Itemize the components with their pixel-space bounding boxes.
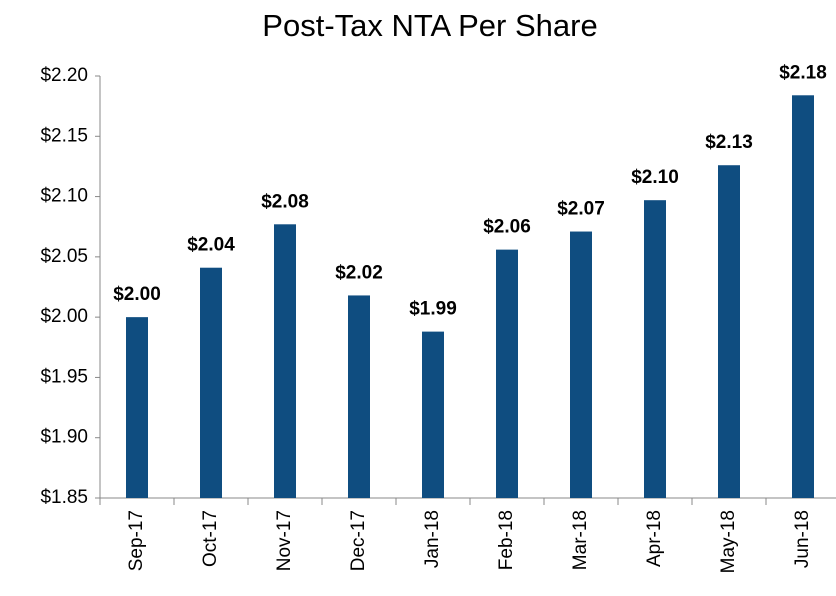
bar [792, 95, 814, 498]
bar [200, 267, 222, 498]
data-label: $2.00 [113, 284, 161, 305]
data-label: $2.02 [335, 262, 383, 283]
bar [274, 224, 296, 498]
bar [348, 295, 370, 498]
data-label: $2.08 [261, 191, 309, 212]
x-tick-label: Feb-18 [496, 510, 517, 570]
x-tick-label: Jan-18 [422, 510, 443, 568]
x-tick-label: Dec-17 [348, 510, 369, 571]
bar [422, 331, 444, 498]
data-label: $2.07 [557, 199, 605, 220]
chart-title: Post-Tax NTA Per Share [262, 8, 597, 43]
y-tick-label: $1.85 [40, 487, 88, 508]
y-tick-label: $2.20 [40, 65, 88, 86]
y-tick-label: $2.00 [40, 306, 88, 327]
bar [718, 165, 740, 499]
bar [570, 231, 592, 498]
data-label: $2.18 [779, 62, 827, 83]
x-tick-label: Sep-17 [126, 510, 147, 571]
data-label: $2.06 [483, 217, 531, 238]
x-tick-label: Jun-18 [792, 510, 813, 568]
data-label: $2.13 [705, 132, 753, 153]
data-label: $2.10 [631, 167, 679, 188]
x-tick-label: Apr-18 [644, 510, 665, 567]
bar [644, 200, 666, 498]
bar [126, 317, 148, 498]
x-tick-label: Mar-18 [570, 510, 591, 570]
data-label: $1.99 [409, 299, 457, 320]
y-tick-label: $1.95 [40, 366, 88, 387]
y-tick-label: $2.05 [40, 246, 88, 267]
bar [496, 249, 518, 498]
x-tick-label: May-18 [718, 510, 739, 573]
y-tick-label: $2.15 [40, 125, 88, 146]
y-tick-label: $2.10 [40, 186, 88, 207]
y-tick-label: $1.90 [40, 427, 88, 448]
x-tick-label: Nov-17 [274, 510, 295, 571]
x-tick-label: Oct-17 [200, 510, 221, 567]
data-label: $2.04 [187, 235, 235, 256]
